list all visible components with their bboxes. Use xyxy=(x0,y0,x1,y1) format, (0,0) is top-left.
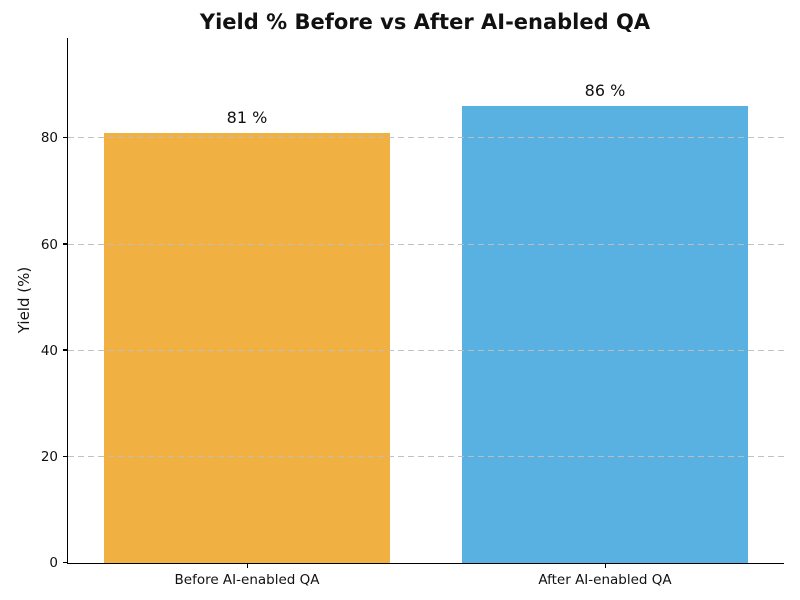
bar xyxy=(461,106,749,563)
y-tick-mark xyxy=(63,243,68,245)
y-tick-label: 40 xyxy=(40,342,58,359)
gridline xyxy=(68,137,784,139)
gridline xyxy=(68,349,784,351)
x-tick-label: After AI-enabled QA xyxy=(538,572,672,588)
bar xyxy=(103,133,391,563)
y-tick-mark xyxy=(63,455,68,457)
bar-value-label: 81 % xyxy=(226,108,268,128)
chart-title: Yield % Before vs After AI-enabled QA xyxy=(199,10,651,34)
bar-value-label: 86 % xyxy=(584,81,626,101)
plot-area: 81 % Before AI-enabled QA 86 % After AI-ena… xyxy=(41,38,784,588)
x-tick-label: Before AI-enabled QA xyxy=(174,572,320,588)
y-axis-label: Yield (%) xyxy=(15,266,33,334)
y-tick-label: 20 xyxy=(40,448,58,465)
x-tick-mark xyxy=(605,563,607,568)
y-tick-mark xyxy=(63,137,68,139)
y-tick-mark xyxy=(63,561,68,563)
gridline xyxy=(68,243,784,245)
y-tick-label: 0 xyxy=(49,555,58,571)
y-tick-label: 80 xyxy=(40,130,58,147)
y-tick-mark xyxy=(63,349,68,351)
gridline xyxy=(68,455,784,457)
x-tick-mark xyxy=(247,563,249,568)
y-tick-label: 60 xyxy=(40,236,58,253)
